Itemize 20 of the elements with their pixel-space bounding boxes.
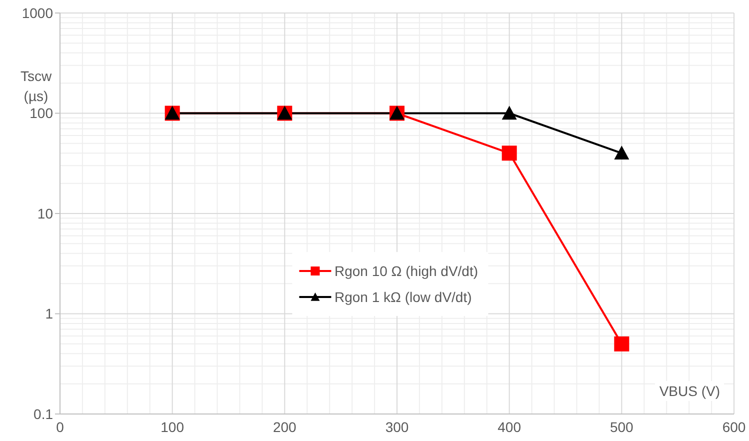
x-tick-label: 500	[610, 418, 634, 435]
y-tick-label: 100	[30, 105, 54, 122]
point	[502, 106, 517, 120]
x-tick-label: 0	[56, 418, 64, 435]
point	[502, 146, 517, 161]
point	[614, 336, 630, 352]
x-tick-label: 200	[272, 418, 297, 435]
x-tick-label: 100	[160, 418, 184, 435]
y-axis-title: Tscw (µs)	[19, 67, 53, 106]
y-tick-label: 0.1	[34, 406, 54, 422]
y-tick-label: 1	[45, 306, 54, 322]
x-tick-label: 600	[722, 418, 746, 435]
x-tick-label: 300	[385, 418, 409, 435]
y-tick-label: 1000	[22, 4, 54, 21]
x-tick-label: 400	[498, 418, 522, 435]
legend-label: Rgon 10 Ω (high dV/dt)	[334, 262, 478, 279]
x-axis-title: VBUS (V)	[655, 381, 724, 401]
legend-label: Rgon 1 kΩ (low dV/dt)	[334, 288, 472, 305]
point	[614, 146, 630, 160]
y-tick-label: 10	[37, 205, 54, 222]
